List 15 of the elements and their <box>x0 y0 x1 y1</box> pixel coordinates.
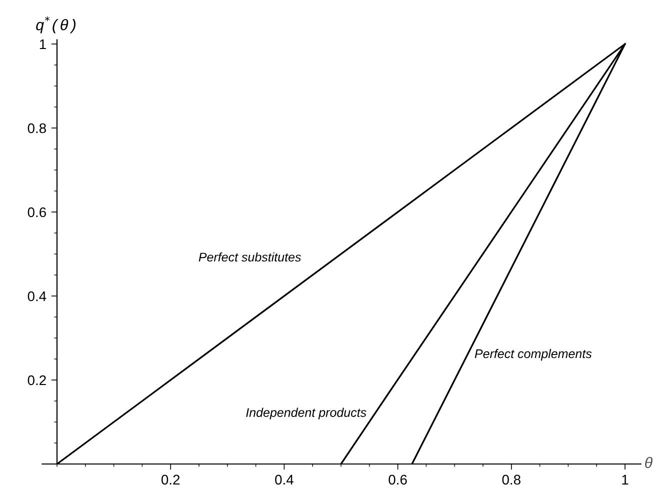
x-tick-label: 1 <box>622 474 628 484</box>
x-tick-label: 0.4 <box>275 474 294 485</box>
x-tick-label: 0.6 <box>388 474 407 485</box>
y-tick-label: 0.4 <box>28 291 46 302</box>
x-tick-label: 0.8 <box>502 474 520 485</box>
series-label: Independent products <box>246 408 366 420</box>
series-label: Perfect complements <box>474 348 592 361</box>
series-label: Perfect substitutes <box>198 252 301 262</box>
y-axis-title: q$^{*}$(θ) <box>36 16 76 34</box>
y-tick-label: 1 <box>40 39 46 50</box>
x-tick-label: 0.2 <box>161 474 180 485</box>
y-tick-label: 0.8 <box>28 123 46 134</box>
y-tick-label: 0.2 <box>28 375 46 386</box>
x-axis-title: θ <box>645 456 652 468</box>
y-tick-label: 0.6 <box>28 207 46 218</box>
